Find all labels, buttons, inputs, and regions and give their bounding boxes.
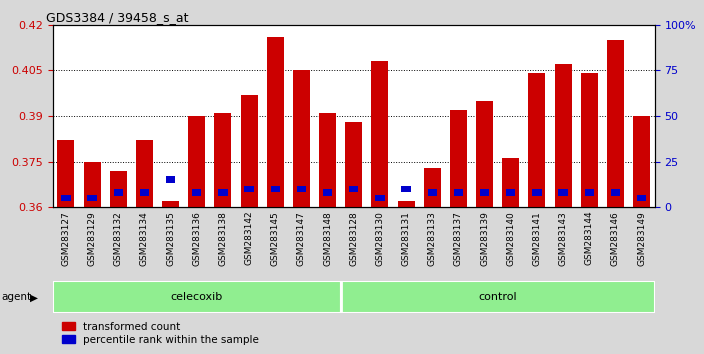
Bar <box>637 195 646 201</box>
Bar <box>319 113 336 207</box>
Bar <box>476 101 493 207</box>
Bar <box>532 189 541 196</box>
Bar <box>162 201 179 207</box>
Bar <box>502 159 520 207</box>
Bar <box>529 73 546 207</box>
Text: GDS3384 / 39458_s_at: GDS3384 / 39458_s_at <box>46 11 188 24</box>
Bar <box>270 185 280 192</box>
Text: GSM283142: GSM283142 <box>244 211 253 266</box>
Bar <box>188 116 206 207</box>
Bar <box>113 189 123 196</box>
Bar <box>611 189 620 196</box>
Bar <box>192 189 201 196</box>
Bar <box>584 189 594 196</box>
Text: GSM283138: GSM283138 <box>218 211 227 266</box>
Bar <box>166 176 175 183</box>
Bar <box>427 189 437 196</box>
Bar <box>424 167 441 207</box>
Bar <box>84 161 101 207</box>
Text: GSM283134: GSM283134 <box>140 211 149 266</box>
Bar <box>375 195 384 201</box>
Text: GSM283136: GSM283136 <box>192 211 201 266</box>
Bar <box>480 189 489 196</box>
Bar <box>454 189 463 196</box>
Bar <box>87 195 96 201</box>
Bar <box>607 40 624 207</box>
Bar <box>215 113 232 207</box>
Text: GSM283145: GSM283145 <box>271 211 279 266</box>
Bar <box>297 185 306 192</box>
Text: GSM283149: GSM283149 <box>637 211 646 266</box>
Text: GSM283135: GSM283135 <box>166 211 175 266</box>
Text: celecoxib: celecoxib <box>170 292 223 302</box>
Text: GSM283130: GSM283130 <box>375 211 384 266</box>
Bar <box>53 281 341 313</box>
Bar <box>61 195 70 201</box>
Text: GSM283127: GSM283127 <box>61 211 70 266</box>
Text: GSM283139: GSM283139 <box>480 211 489 266</box>
Text: control: control <box>479 292 517 302</box>
Text: GSM283128: GSM283128 <box>349 211 358 266</box>
Text: GSM283144: GSM283144 <box>585 211 593 266</box>
Text: ▶: ▶ <box>30 292 37 302</box>
Bar <box>58 140 75 207</box>
Bar <box>110 171 127 207</box>
Text: GSM283131: GSM283131 <box>401 211 410 266</box>
Bar <box>323 189 332 196</box>
Text: GSM283132: GSM283132 <box>114 211 122 266</box>
Bar <box>267 37 284 207</box>
Legend: transformed count, percentile rank within the sample: transformed count, percentile rank withi… <box>58 317 263 349</box>
Text: GSM283147: GSM283147 <box>297 211 306 266</box>
Bar <box>349 185 358 192</box>
Bar <box>139 189 149 196</box>
Bar <box>244 185 253 192</box>
Text: agent: agent <box>1 292 32 302</box>
Text: GSM283140: GSM283140 <box>506 211 515 266</box>
Bar <box>633 116 650 207</box>
Bar <box>506 189 515 196</box>
Text: GSM283143: GSM283143 <box>558 211 567 266</box>
Text: GSM283148: GSM283148 <box>323 211 332 266</box>
Bar <box>218 189 227 196</box>
Text: GSM283137: GSM283137 <box>454 211 463 266</box>
Bar <box>581 73 598 207</box>
Bar <box>241 95 258 207</box>
Bar <box>372 61 389 207</box>
Bar <box>341 281 655 313</box>
Bar <box>558 189 568 196</box>
Bar <box>401 185 410 192</box>
Bar <box>136 140 153 207</box>
Text: GSM283141: GSM283141 <box>532 211 541 266</box>
Bar <box>345 122 363 207</box>
Text: GSM283146: GSM283146 <box>611 211 620 266</box>
Text: GSM283133: GSM283133 <box>428 211 436 266</box>
Bar <box>293 70 310 207</box>
Text: GSM283129: GSM283129 <box>87 211 96 266</box>
Bar <box>450 110 467 207</box>
Bar <box>555 64 572 207</box>
Bar <box>398 201 415 207</box>
